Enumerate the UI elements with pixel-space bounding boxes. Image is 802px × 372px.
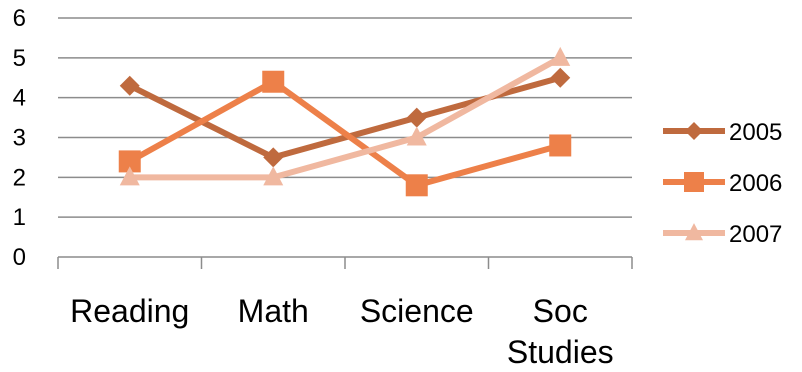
series-line (128, 78, 562, 189)
data-point (262, 70, 285, 93)
y-tick-label: 0 (13, 244, 26, 271)
legend-marker (685, 122, 703, 140)
series-line (129, 55, 562, 181)
y-tick-label: 3 (13, 125, 26, 152)
y-tick-label: 4 (13, 85, 26, 112)
data-point (263, 147, 284, 168)
legend-item-2005: 2005 (663, 119, 782, 146)
x-category-label: Reading (70, 293, 189, 329)
data-point (118, 150, 141, 173)
series-2006 (118, 70, 572, 197)
y-tick-label: 1 (13, 204, 26, 231)
series-2007 (119, 46, 571, 186)
y-tick-label: 5 (13, 45, 26, 72)
data-point (119, 75, 140, 96)
y-tick-label: 6 (13, 5, 26, 32)
y-axis-tick-labels: 0 1 2 3 4 5 6 (13, 5, 26, 271)
series-line (128, 74, 562, 161)
x-axis (57, 256, 633, 269)
series-2005 (119, 67, 571, 168)
legend-item-2007: 2007 (663, 221, 782, 248)
series-lines (118, 46, 572, 197)
x-category-label: Math (238, 293, 309, 329)
data-point (550, 67, 571, 88)
legend-marker (685, 223, 703, 241)
x-category-label: Soc Studies (507, 293, 614, 370)
legend-marker (684, 172, 704, 192)
legend: 2005 2006 2007 (663, 119, 782, 248)
gridlines (58, 17, 632, 218)
legend-label: 2006 (729, 170, 782, 197)
data-point (119, 166, 140, 186)
legend-item-2006: 2006 (663, 170, 782, 197)
x-category-label: Science (360, 293, 474, 329)
legend-label: 2005 (729, 119, 782, 146)
data-point (405, 174, 428, 197)
data-point (263, 166, 284, 186)
data-point (406, 107, 427, 128)
data-point (549, 134, 572, 157)
data-point (406, 126, 427, 146)
x-axis-category-labels: Reading Math Science Soc Studies (70, 293, 613, 370)
legend-label: 2007 (729, 221, 782, 248)
y-tick-label: 2 (13, 164, 26, 191)
data-point (550, 46, 571, 66)
